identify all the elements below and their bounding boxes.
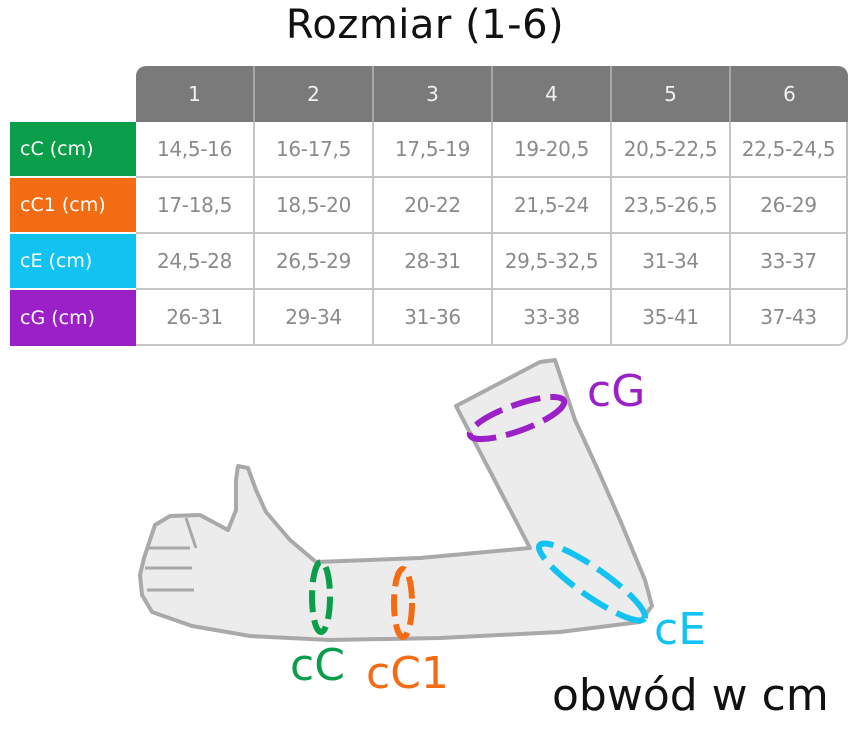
- table-row: cC (cm) 14,5-16 16-17,5 17,5-19 19-20,5 …: [10, 122, 848, 178]
- finger-line-4: [184, 517, 198, 549]
- cell-cc1-3: 20-22: [374, 178, 493, 234]
- ce-measure-ring: [535, 540, 649, 624]
- cell-ce-1: 24,5-28: [136, 234, 255, 290]
- row-label-cg: cG (cm): [10, 290, 136, 346]
- cell-ce-4: 29,5-32,5: [493, 234, 612, 290]
- cell-cg-2: 29-34: [255, 290, 374, 346]
- cell-cc1-5: 23,5-26,5: [612, 178, 731, 234]
- cell-cc-4: 19-20,5: [493, 122, 612, 178]
- cell-cc-1: 14,5-16: [136, 122, 255, 178]
- cc1-measure-ring: [391, 566, 415, 640]
- cell-cc1-1: 17-18,5: [136, 178, 255, 234]
- size-header-6: 6: [731, 66, 848, 122]
- label-cg: cG: [587, 366, 646, 417]
- table-row: cG (cm) 26-31 29-34 31-36 33-38 35-41 37…: [10, 290, 848, 346]
- cc-measure-ring: [309, 559, 333, 635]
- size-header-row: 1 2 3 4 5 6: [10, 66, 848, 122]
- row-label-ce: cE (cm): [10, 234, 136, 290]
- cell-cg-4: 33-38: [493, 290, 612, 346]
- cell-cc-3: 17,5-19: [374, 122, 493, 178]
- cell-cg-5: 35-41: [612, 290, 731, 346]
- size-header-5: 5: [612, 66, 731, 122]
- cell-ce-6: 33-37: [731, 234, 848, 290]
- table-row: cE (cm) 24,5-28 26,5-29 28-31 29,5-32,5 …: [10, 234, 848, 290]
- cell-cc1-4: 21,5-24: [493, 178, 612, 234]
- cell-ce-2: 26,5-29: [255, 234, 374, 290]
- cell-ce-5: 31-34: [612, 234, 731, 290]
- label-cc: cC: [290, 640, 345, 691]
- cell-cc-5: 20,5-22,5: [612, 122, 731, 178]
- size-header-1: 1: [136, 66, 255, 122]
- cell-cg-3: 31-36: [374, 290, 493, 346]
- cell-cc1-2: 18,5-20: [255, 178, 374, 234]
- size-header-4: 4: [493, 66, 612, 122]
- size-table: 1 2 3 4 5 6 cC (cm) 14,5-16 16-17,5 17,5…: [10, 66, 848, 346]
- row-label-cc: cC (cm): [10, 122, 136, 178]
- size-header-2: 2: [255, 66, 374, 122]
- cg-measure-ring: [466, 393, 568, 443]
- page-title: Rozmiar (1-6): [285, 2, 565, 48]
- label-ce: cE: [654, 604, 706, 655]
- cell-cc-2: 16-17,5: [255, 122, 374, 178]
- table-row: cC1 (cm) 17-18,5 18,5-20 20-22 21,5-24 2…: [10, 178, 848, 234]
- cell-cg-6: 37-43: [731, 290, 848, 346]
- caption: obwód w cm: [552, 670, 829, 721]
- cell-cc1-6: 26-29: [731, 178, 848, 234]
- cell-ce-3: 28-31: [374, 234, 493, 290]
- row-label-cc1: cC1 (cm): [10, 178, 136, 234]
- size-header-3: 3: [374, 66, 493, 122]
- label-cc1: cC1: [366, 648, 449, 699]
- cell-cc-6: 22,5-24,5: [731, 122, 848, 178]
- cell-cg-1: 26-31: [136, 290, 255, 346]
